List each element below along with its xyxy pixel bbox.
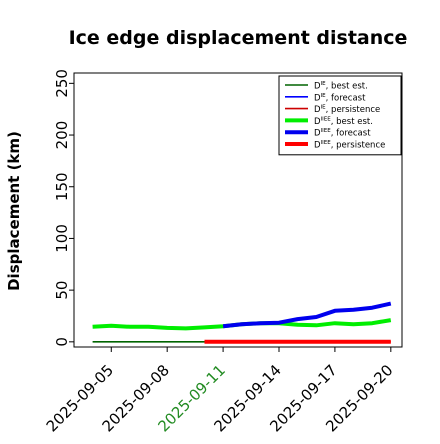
series-line-5: [222, 301, 392, 329]
plot-frame: [73, 72, 403, 348]
y-tick-label: 150: [53, 172, 71, 201]
legend-box: [278, 75, 402, 156]
y-tick-label: 200: [53, 121, 71, 150]
chart-title: Ice edge displacement distance: [69, 27, 408, 49]
legend-entry-label: DIE, persistence: [314, 105, 380, 116]
legend-entry-label: DIIEE, forecast: [314, 128, 371, 139]
y-tick-label: 100: [53, 224, 71, 253]
legend-entry-label: DIIEE, best est.: [314, 116, 373, 127]
y-tick-label: 250: [53, 69, 71, 98]
legend-entry-label: DIE, best est.: [314, 81, 368, 92]
y-tick-label: 0: [53, 337, 71, 347]
legend-entry-label: DIE, forecast: [314, 93, 366, 104]
y-tick-label: 50: [53, 281, 71, 300]
legend-entry-label: DIIEE, persistence: [314, 140, 385, 151]
y-axis-label: Displacement (km): [5, 131, 23, 291]
